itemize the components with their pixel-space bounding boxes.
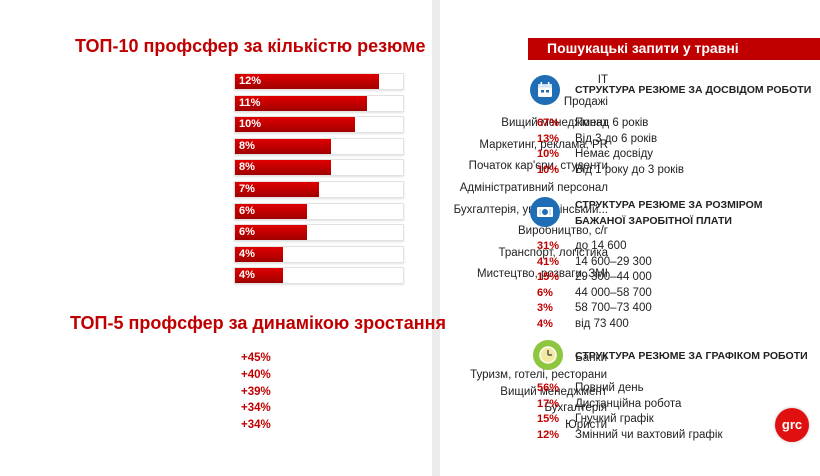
bar-value-label: 8%: [239, 161, 255, 174]
top5-title: ТОП-5 профсфер за динамікою зростання: [70, 313, 446, 333]
bar-category-label: Виробництво, с/г: [517, 225, 608, 238]
growth-category-label: Туризм, готелі, ресторани: [470, 368, 607, 381]
bar-track: 8%: [234, 159, 404, 177]
bar-category-label: Мистецтво, розваги, ЗМІ: [477, 268, 608, 281]
bar-category-label: Початок кар'єри, студенти: [468, 160, 608, 173]
search-banner: Пошукацькі запити у травні: [528, 38, 820, 60]
bar-category-label: Продажі: [563, 95, 608, 108]
share-label: 44 000–58 700: [575, 286, 652, 299]
bar-track: 7%: [234, 181, 404, 198]
bar-value-label: 4%: [239, 269, 255, 282]
share-percent: 4%: [537, 318, 553, 330]
bar-value-label: 12%: [239, 75, 262, 87]
bar-category-label: ІТ: [597, 74, 608, 86]
calendar-icon: [530, 75, 560, 105]
share-label: Дистанційна робота: [575, 397, 682, 410]
bar: [235, 95, 367, 111]
bar-track: 6%: [234, 224, 404, 242]
bar-track: 11%: [234, 94, 404, 112]
share-label: Немає досвіду: [575, 148, 654, 161]
bar: [235, 203, 307, 219]
bar-category-label: Вищий менеджмент: [501, 117, 608, 130]
share-label: Змінний чи вахтовий графік: [575, 428, 723, 441]
growth-value-label: +39%: [241, 385, 271, 398]
share-label: від 73 400: [575, 318, 629, 330]
share-percent: 15%: [537, 271, 560, 284]
bar-value-label: 11%: [239, 96, 261, 109]
right-panel: [440, 0, 820, 476]
growth-category-label: Юристи: [565, 419, 607, 432]
bar-track: 12%: [234, 73, 404, 90]
share-label: 14 600–29 300: [575, 255, 652, 268]
bar: [235, 160, 331, 176]
search-banner-title: Пошукацькі запити у травні: [547, 40, 739, 56]
money-icon: [530, 197, 560, 227]
share-label: Понад 6 років: [575, 117, 649, 129]
salary-section-title: СТРУКТУРА РЕЗЮМЕ ЗА РОЗМІРОМ БАЖАНОЇ ЗАР…: [575, 199, 763, 227]
bar-track: 10%: [234, 116, 404, 134]
bar: [235, 268, 283, 284]
share-label: Повний день: [575, 382, 644, 394]
growth-category-label: Банки: [575, 352, 607, 364]
growth-value-label: +34%: [241, 419, 271, 432]
bar-value-label: 7%: [239, 183, 255, 195]
share-percent: 56%: [537, 382, 560, 394]
share-label: Гнучкий графік: [575, 413, 654, 426]
share-percent: 13%: [537, 132, 560, 145]
share-percent: 41%: [537, 255, 560, 268]
share-label: 58 700–73 400: [575, 302, 652, 315]
growth-value-label: +34%: [241, 402, 271, 415]
bar-value-label: 6%: [239, 204, 255, 217]
share-percent: 17%: [537, 397, 560, 410]
top10-title: ТОП-10 профсфер за кількістю резюме: [75, 36, 426, 56]
bar-track: 6%: [234, 202, 404, 220]
bar-category-label: Адміністративний персонал: [459, 182, 608, 194]
clock-icon: [533, 340, 563, 370]
share-label: Від 1 року до 3 років: [575, 163, 684, 176]
share-percent: 3%: [537, 302, 553, 315]
panel-divider: [432, 0, 440, 476]
bar: [235, 138, 331, 154]
growth-category-label: Вищий менеджмент: [500, 385, 607, 398]
bar-track: 4%: [234, 245, 404, 263]
bar: [235, 117, 355, 133]
bar: [235, 182, 319, 197]
bar-value-label: 10%: [239, 118, 262, 131]
grc-logo: grc: [775, 408, 809, 442]
share-percent: 31%: [537, 240, 560, 252]
bar-value-label: 6%: [239, 226, 255, 239]
share-percent: 10%: [537, 148, 560, 161]
bar-track: 4%: [234, 267, 404, 285]
share-label: до 14 600: [575, 240, 627, 252]
share-label: 29 300–44 000: [575, 271, 652, 284]
bar: [235, 74, 379, 89]
bar-category-label: Маркетинг, реклама, PR: [479, 138, 608, 151]
experience-section-title: СТРУКТУРА РЕЗЮМЕ ЗА ДОСВІДОМ РОБОТИ: [575, 84, 812, 96]
share-percent: 15%: [537, 413, 560, 426]
bar-value-label: 4%: [239, 247, 255, 260]
bar: [235, 246, 283, 262]
share-label: Від 3 до 6 років: [575, 132, 658, 145]
growth-value-label: +45%: [241, 352, 271, 364]
bar: [235, 225, 307, 241]
bar-value-label: 8%: [239, 139, 255, 152]
share-percent: 6%: [537, 286, 553, 299]
share-percent: 12%: [537, 428, 560, 441]
share-percent: 67%: [537, 117, 560, 129]
bar-category-label: Транспорт, логістика: [498, 246, 608, 259]
growth-value-label: +40%: [241, 368, 271, 381]
schedule-section-title: СТРУКТУРА РЕЗЮМЕ ЗА ГРАФІКОМ РОБОТИ: [575, 350, 808, 362]
growth-category-label: Бухгалтерія: [544, 402, 607, 415]
bar-track: 8%: [234, 137, 404, 155]
share-percent: 10%: [537, 163, 560, 176]
